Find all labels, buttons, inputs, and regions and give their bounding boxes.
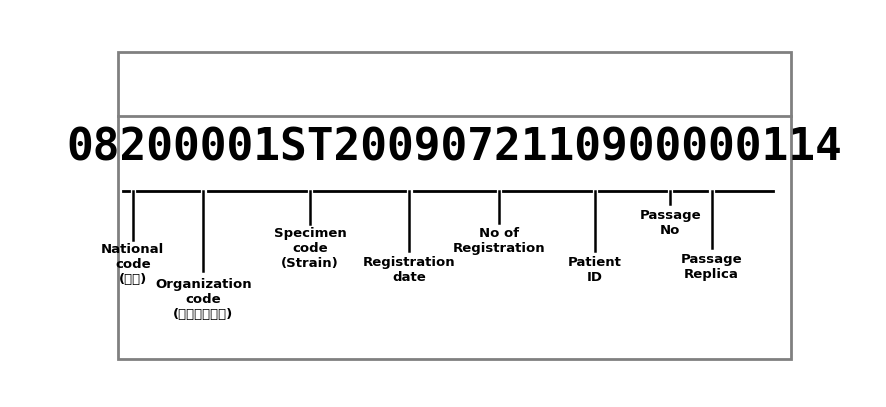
- Text: No of
Registration: No of Registration: [453, 228, 545, 256]
- Text: Specimen
code
(Strain): Specimen code (Strain): [274, 228, 346, 271]
- Text: Passage
Replica: Passage Replica: [680, 252, 742, 280]
- Text: Registration
date: Registration date: [363, 256, 455, 284]
- Text: Patient
ID: Patient ID: [568, 256, 622, 284]
- Text: 08200001ST2009072110900000114: 08200001ST2009072110900000114: [66, 126, 842, 169]
- Text: Organization
code
(국립마산병원): Organization code (국립마산병원): [155, 278, 252, 321]
- Text: Passage
No: Passage No: [640, 209, 701, 236]
- Text: National
code
(한국): National code (한국): [101, 243, 164, 286]
